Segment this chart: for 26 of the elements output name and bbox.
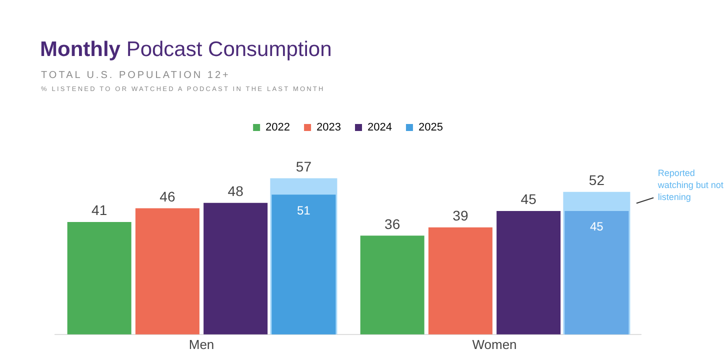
legend-label: 2022	[266, 122, 290, 134]
data-label: 41	[92, 202, 108, 218]
data-label: 52	[588, 172, 605, 188]
data-label: 45	[590, 220, 604, 234]
data-label: 51	[297, 203, 311, 218]
x-tick-label: Men	[188, 336, 214, 352]
data-label: 36	[384, 216, 400, 232]
bar	[67, 222, 132, 334]
bar	[496, 211, 561, 334]
data-label: 57	[296, 158, 312, 174]
bar	[428, 227, 492, 334]
bar	[135, 208, 200, 334]
bar	[564, 211, 629, 334]
legend-label: 2023	[316, 122, 342, 134]
data-label: 46	[160, 188, 176, 204]
legend-label: 2024	[368, 122, 392, 134]
legend-label: 2025	[418, 122, 443, 134]
chart-title: Monthly Podcast Consumption	[40, 38, 332, 62]
x-tick-label: Women	[472, 336, 517, 352]
chart-subtitle: TOTAL U.S. POPULATION 12+	[41, 70, 230, 81]
data-label: 45	[520, 191, 537, 208]
data-label: 39	[452, 208, 468, 224]
bar	[360, 236, 424, 334]
bar	[204, 202, 268, 334]
data-label: 48	[228, 183, 244, 200]
text: Reported watching but not listening	[658, 167, 724, 204]
